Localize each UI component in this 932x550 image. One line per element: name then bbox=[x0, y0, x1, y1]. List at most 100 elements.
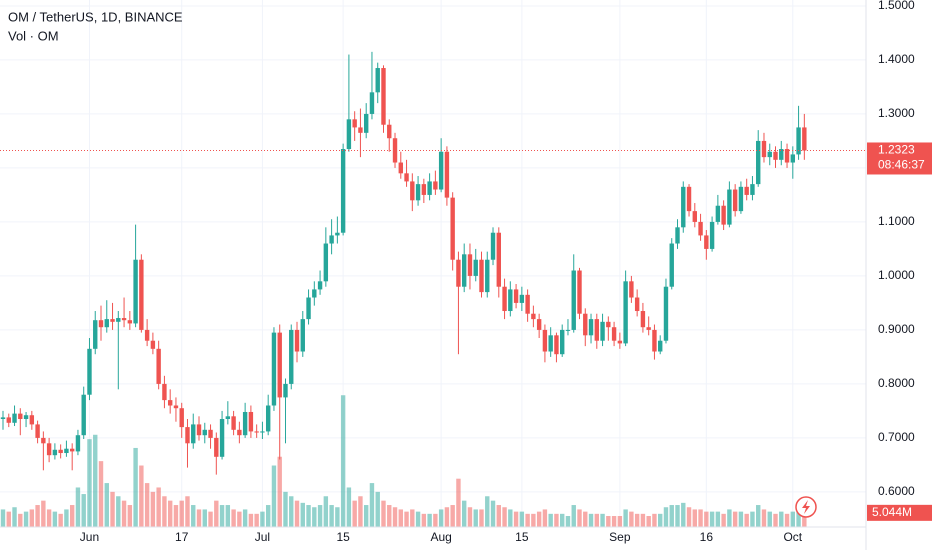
candle-body bbox=[392, 138, 398, 163]
volume-bar bbox=[196, 509, 202, 527]
volume-bar bbox=[502, 507, 507, 527]
volume-bar bbox=[490, 500, 496, 527]
candle-body bbox=[150, 340, 156, 349]
candle-body bbox=[531, 313, 536, 320]
volume-bar bbox=[554, 513, 559, 527]
volume-layer bbox=[0, 395, 807, 527]
candle-body bbox=[358, 127, 363, 133]
volume-bar bbox=[588, 513, 594, 527]
candle-body bbox=[110, 319, 115, 322]
candle-body bbox=[721, 205, 726, 225]
volume-bar bbox=[225, 505, 231, 527]
volume-bar bbox=[750, 511, 755, 527]
candle-body bbox=[773, 151, 778, 160]
candle-body bbox=[652, 329, 657, 352]
candle-body bbox=[709, 221, 715, 249]
candle-body bbox=[450, 197, 455, 260]
volume-bar bbox=[35, 505, 40, 527]
volume-bar bbox=[104, 483, 109, 527]
candle-body bbox=[479, 259, 484, 293]
volume-bar bbox=[271, 465, 277, 527]
candle-body bbox=[485, 259, 490, 293]
volume-bar bbox=[410, 509, 415, 527]
candle-body bbox=[35, 424, 40, 438]
candle-body bbox=[104, 319, 109, 328]
volume-bar bbox=[260, 511, 265, 527]
candle-body bbox=[727, 189, 732, 225]
candle-body bbox=[121, 318, 127, 321]
volume-bar bbox=[738, 511, 744, 527]
volume-bar bbox=[732, 511, 738, 527]
y-tick-label: 0.6000 bbox=[878, 484, 915, 498]
volume-bar bbox=[519, 511, 525, 527]
volume-bar bbox=[375, 491, 380, 527]
candle-body bbox=[421, 184, 427, 195]
candle-body bbox=[577, 270, 582, 314]
volume-bar bbox=[317, 505, 323, 527]
candle-body bbox=[265, 405, 271, 432]
candle-body bbox=[588, 319, 594, 336]
volume-bar bbox=[121, 500, 127, 527]
candle-body bbox=[387, 124, 392, 139]
candle-body bbox=[646, 327, 651, 330]
volume-bar bbox=[289, 496, 294, 527]
volume-bar bbox=[202, 509, 207, 527]
candle-body bbox=[306, 297, 311, 320]
volume-bar bbox=[18, 513, 23, 527]
volume-bar bbox=[508, 509, 513, 527]
volume-bar bbox=[773, 513, 778, 527]
candle-body bbox=[560, 329, 565, 355]
candle-body bbox=[225, 416, 231, 420]
candle-body bbox=[179, 408, 184, 428]
candle-body bbox=[640, 311, 646, 328]
volume-bar bbox=[560, 513, 565, 527]
candle-body bbox=[329, 235, 334, 244]
volume-bar bbox=[167, 500, 173, 527]
volume-bar bbox=[306, 505, 311, 527]
volume-bar bbox=[81, 494, 86, 527]
volume-bar bbox=[340, 395, 346, 527]
price-label-box bbox=[867, 142, 932, 175]
candle-body bbox=[46, 443, 52, 456]
candle-body bbox=[565, 329, 571, 331]
volume-bar bbox=[548, 513, 553, 527]
candle-body bbox=[663, 286, 669, 341]
countdown: 08:46:37 bbox=[878, 158, 925, 172]
candle-body bbox=[433, 181, 438, 190]
chart-title: OM / TetherUS, 1D, BINANCE bbox=[8, 9, 183, 24]
candle-body bbox=[283, 383, 288, 398]
y-tick-label: 0.9000 bbox=[878, 322, 915, 336]
volume-bar bbox=[698, 509, 703, 527]
candle-body bbox=[594, 319, 599, 341]
candle-body bbox=[214, 437, 219, 457]
volume-bar bbox=[652, 513, 657, 527]
volume-bar bbox=[611, 516, 617, 527]
volume-bar bbox=[381, 500, 386, 527]
volume-bar bbox=[398, 509, 403, 527]
candle-body bbox=[144, 329, 150, 341]
candle-body bbox=[669, 243, 674, 287]
candle-body bbox=[242, 411, 248, 436]
volume-bar bbox=[58, 513, 63, 527]
volume-bar bbox=[681, 502, 686, 527]
volume-bar bbox=[294, 500, 300, 527]
candle-body bbox=[536, 319, 542, 330]
volume-bar bbox=[404, 511, 409, 527]
candle-body bbox=[335, 232, 340, 236]
y-tick-label: 1.5000 bbox=[878, 0, 915, 12]
volume-bar bbox=[479, 509, 484, 527]
candle-body bbox=[548, 335, 553, 352]
candle-body bbox=[156, 348, 161, 384]
volume-bar bbox=[433, 513, 438, 527]
volume-bar bbox=[358, 496, 363, 527]
candle-body bbox=[698, 221, 703, 236]
alert-icon[interactable] bbox=[795, 496, 817, 518]
volume-bar bbox=[312, 507, 317, 527]
candle-body bbox=[658, 340, 663, 352]
volume-bar bbox=[606, 516, 611, 527]
volume-bar bbox=[784, 513, 790, 527]
candle-body bbox=[289, 329, 294, 384]
volume-bar bbox=[767, 511, 772, 527]
candle-body bbox=[98, 320, 104, 328]
